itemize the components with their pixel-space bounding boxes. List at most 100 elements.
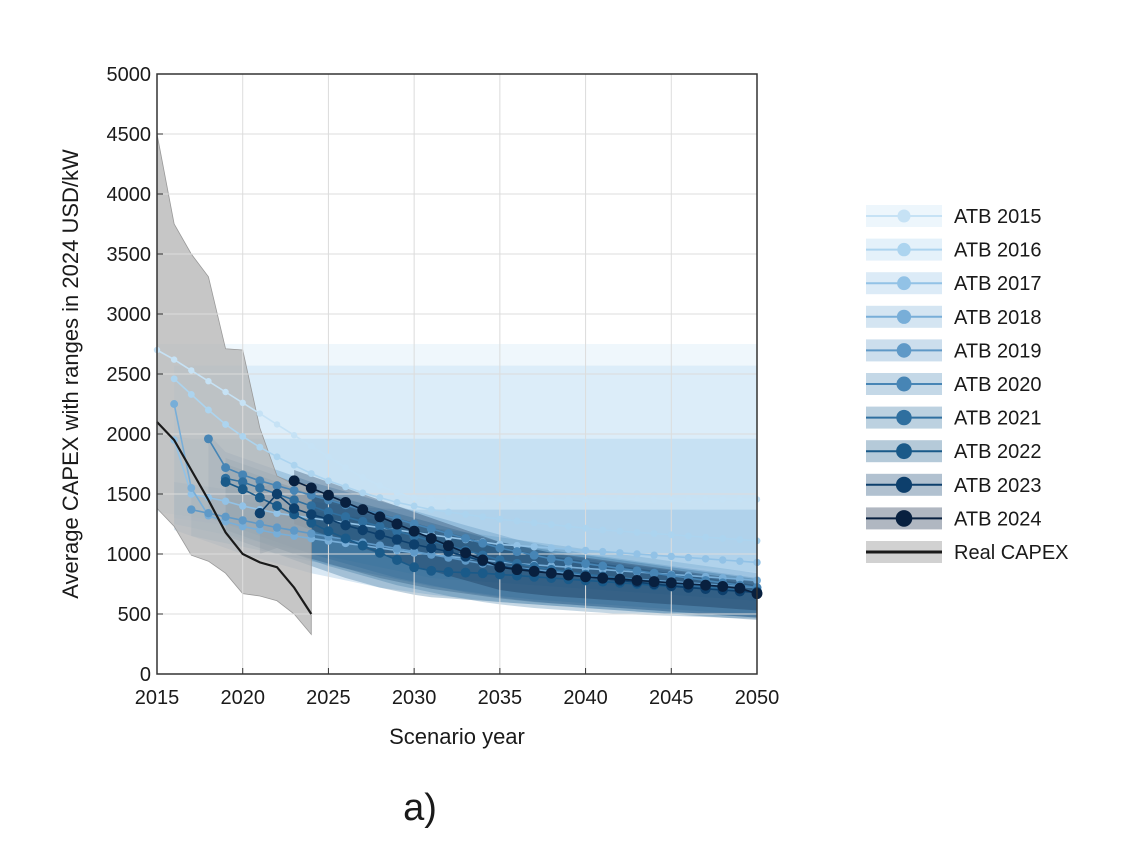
data-point bbox=[700, 579, 712, 591]
data-point bbox=[376, 494, 384, 502]
data-point bbox=[255, 483, 265, 493]
data-point bbox=[170, 356, 178, 363]
y-tick-label: 0 bbox=[140, 664, 151, 686]
y-axis-label: Average CAPEX with ranges in 2024 USD/kW bbox=[58, 149, 83, 599]
data-point bbox=[548, 496, 555, 503]
data-point bbox=[410, 502, 418, 510]
data-point bbox=[581, 546, 590, 555]
data-point bbox=[462, 510, 470, 518]
data-point bbox=[668, 496, 675, 503]
data-point bbox=[187, 505, 196, 514]
data-point bbox=[614, 573, 626, 585]
data-point bbox=[580, 571, 592, 583]
data-point bbox=[428, 495, 435, 502]
data-point bbox=[479, 496, 486, 503]
range-band-real-capex bbox=[156, 133, 312, 636]
data-point bbox=[445, 496, 452, 503]
data-point bbox=[393, 498, 401, 506]
data-point bbox=[427, 506, 435, 514]
data-point bbox=[667, 552, 675, 561]
data-point bbox=[376, 482, 384, 489]
data-point bbox=[546, 554, 556, 564]
data-point bbox=[323, 514, 334, 525]
data-point bbox=[255, 526, 264, 534]
y-tick-label: 3000 bbox=[107, 304, 152, 326]
data-point bbox=[443, 567, 454, 577]
legend-item: ATB 2016 bbox=[866, 238, 1041, 262]
data-point bbox=[616, 496, 624, 503]
legend-swatch-marker bbox=[895, 510, 913, 527]
data-point bbox=[238, 522, 247, 531]
data-point bbox=[342, 483, 350, 491]
data-point bbox=[443, 529, 453, 539]
data-point bbox=[391, 534, 403, 545]
data-point bbox=[547, 521, 555, 529]
data-point bbox=[204, 509, 213, 518]
y-tick-label: 1500 bbox=[107, 484, 152, 506]
data-point bbox=[460, 547, 472, 559]
data-point bbox=[479, 513, 487, 521]
data-point bbox=[684, 532, 692, 540]
data-point bbox=[273, 529, 281, 538]
data-point bbox=[170, 400, 179, 408]
data-point bbox=[325, 453, 332, 460]
series-line-atb-2024 bbox=[293, 480, 758, 595]
data-point bbox=[290, 461, 298, 469]
y-tick-label: 3500 bbox=[107, 244, 152, 266]
x-tick-label: 2035 bbox=[478, 687, 523, 709]
data-point bbox=[563, 556, 573, 566]
legend-label: ATB 2023 bbox=[954, 475, 1041, 497]
data-point bbox=[582, 524, 590, 532]
data-point bbox=[272, 481, 282, 491]
data-point bbox=[599, 547, 607, 556]
panel-label: a) bbox=[403, 787, 437, 829]
data-point bbox=[288, 475, 300, 487]
data-point bbox=[736, 496, 744, 503]
legend-swatch-marker bbox=[897, 209, 911, 223]
data-point bbox=[187, 390, 195, 398]
data-point bbox=[494, 561, 506, 573]
legend-label: ATB 2020 bbox=[954, 374, 1041, 396]
legend-swatch-marker bbox=[896, 409, 912, 426]
data-point bbox=[392, 555, 402, 565]
legend-label: ATB 2022 bbox=[954, 441, 1041, 463]
data-point bbox=[273, 421, 281, 428]
data-point bbox=[410, 494, 418, 501]
data-point bbox=[496, 515, 504, 523]
data-point bbox=[342, 464, 349, 471]
data-point bbox=[323, 507, 334, 517]
data-point bbox=[650, 530, 658, 538]
data-point bbox=[530, 519, 538, 527]
data-point bbox=[615, 563, 625, 573]
y-tick-label: 4000 bbox=[107, 184, 152, 206]
data-point bbox=[239, 432, 247, 440]
data-point bbox=[478, 538, 488, 548]
data-point bbox=[599, 526, 607, 534]
data-point bbox=[239, 399, 246, 406]
data-point bbox=[409, 547, 419, 556]
legend-label: Real CAPEX bbox=[954, 542, 1069, 564]
data-point bbox=[734, 582, 746, 594]
data-point bbox=[205, 378, 212, 385]
data-point bbox=[633, 550, 641, 558]
x-axis-label: Scenario year bbox=[389, 724, 525, 749]
data-point bbox=[408, 525, 420, 537]
series-atb-2024 bbox=[288, 475, 763, 600]
data-point bbox=[307, 470, 315, 478]
data-point bbox=[272, 523, 282, 532]
range-band-atb-2016 bbox=[174, 365, 758, 583]
data-point bbox=[685, 496, 692, 503]
range-band-atb-2024 bbox=[294, 470, 757, 611]
data-point bbox=[374, 547, 385, 558]
data-point bbox=[616, 549, 624, 557]
data-point bbox=[444, 508, 452, 516]
data-point bbox=[682, 578, 694, 590]
data-point bbox=[547, 544, 555, 552]
data-point bbox=[599, 496, 606, 503]
data-point bbox=[460, 567, 471, 578]
data-point bbox=[701, 555, 710, 563]
data-point bbox=[358, 516, 368, 527]
data-point bbox=[289, 485, 299, 495]
data-point bbox=[684, 553, 693, 562]
data-point bbox=[545, 567, 557, 579]
